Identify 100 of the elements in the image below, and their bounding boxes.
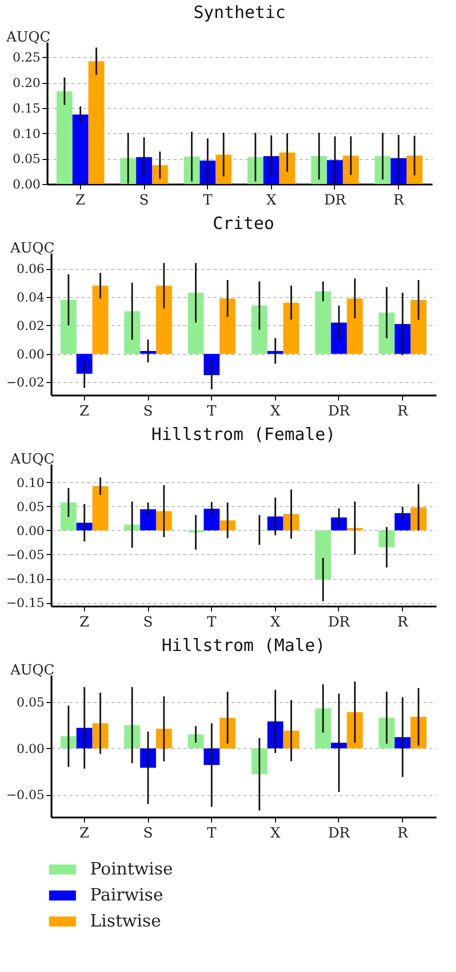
x-tick-label: R xyxy=(397,404,408,420)
bar xyxy=(390,158,407,184)
y-tick-label: 0.00 xyxy=(16,346,45,362)
bar xyxy=(76,728,92,748)
x-tick-label: T xyxy=(207,404,218,420)
bar xyxy=(394,324,411,354)
bar xyxy=(76,354,92,374)
y-tick-label: −0.02 xyxy=(6,374,44,390)
bar xyxy=(76,522,92,530)
x-tick-label: Z xyxy=(76,192,86,208)
bar xyxy=(331,322,347,354)
x-tick-label: S xyxy=(143,826,153,842)
bar xyxy=(331,517,347,530)
bar xyxy=(267,350,284,354)
y-tick-label: −0.05 xyxy=(6,546,44,562)
bar xyxy=(283,302,300,354)
x-tick-label: R xyxy=(393,192,404,208)
bar xyxy=(378,530,395,548)
bar xyxy=(152,165,168,184)
y-tick-label: 0.00 xyxy=(16,522,45,538)
bar xyxy=(247,157,264,184)
bar xyxy=(156,286,172,354)
bar xyxy=(188,292,204,354)
bar xyxy=(124,725,140,748)
y-tick-label: −0.15 xyxy=(6,595,44,610)
bar xyxy=(342,156,359,184)
legend-label: Listwise xyxy=(90,912,162,932)
legend-label: Pairwise xyxy=(90,886,164,906)
x-tick-label: S xyxy=(139,192,149,208)
chart-title: Hillstrom (Female) xyxy=(151,425,336,445)
bar xyxy=(267,516,284,530)
x-tick-label: X xyxy=(266,192,276,208)
y-tick-label: −0.05 xyxy=(6,787,44,802)
bar xyxy=(267,721,284,748)
bar xyxy=(406,156,422,184)
bar xyxy=(72,114,88,184)
bar xyxy=(60,300,76,354)
x-tick-label: DR xyxy=(328,614,350,630)
bar xyxy=(251,306,268,354)
bar xyxy=(88,61,104,184)
bar xyxy=(60,502,76,530)
bar xyxy=(216,154,232,184)
y-tick-label: 0.25 xyxy=(12,50,40,65)
chart-title: Synthetic xyxy=(193,3,286,23)
x-tick-label: R xyxy=(397,826,408,842)
y-tick-label: 0.15 xyxy=(12,100,40,116)
bar xyxy=(124,524,140,530)
y-axis-title: AUQC xyxy=(9,240,54,256)
bar xyxy=(410,300,426,354)
bar xyxy=(204,508,220,530)
bar xyxy=(204,354,220,376)
y-tick-label: 0.20 xyxy=(12,75,41,90)
bar xyxy=(92,286,108,354)
x-tick-label: DR xyxy=(328,404,350,420)
y-axis-title: AUQC xyxy=(9,452,54,468)
x-tick-label: Z xyxy=(80,614,90,630)
x-tick-label: T xyxy=(207,826,218,842)
y-tick-label: 0.00 xyxy=(16,740,45,756)
bar xyxy=(283,730,300,748)
x-tick-label: X xyxy=(270,826,280,842)
bar xyxy=(315,530,331,580)
bar xyxy=(315,291,331,354)
bar xyxy=(394,737,411,748)
bar xyxy=(220,718,236,748)
bar xyxy=(378,312,395,354)
bar xyxy=(188,734,204,748)
x-tick-label: R xyxy=(397,614,408,630)
y-tick-label: −0.10 xyxy=(6,571,45,586)
bar xyxy=(220,298,236,354)
y-axis-title: AUQC xyxy=(5,30,50,46)
x-tick-label: S xyxy=(143,614,153,630)
x-tick-label: DR xyxy=(324,192,346,208)
bar xyxy=(140,509,156,530)
x-tick-label: DR xyxy=(328,826,350,842)
bar xyxy=(394,513,411,530)
bar xyxy=(56,91,72,184)
bar xyxy=(315,708,331,748)
x-tick-label: S xyxy=(143,404,153,420)
bar xyxy=(346,712,363,748)
chart-title: Hillstrom (Male) xyxy=(162,636,326,656)
bar xyxy=(346,298,363,354)
x-tick-label: T xyxy=(207,614,218,630)
bar xyxy=(200,160,216,184)
y-tick-label: 0.00 xyxy=(12,176,41,192)
y-tick-label: 0.10 xyxy=(12,126,41,141)
bar xyxy=(120,158,136,184)
y-axis-title: AUQC xyxy=(9,662,54,678)
bar xyxy=(220,520,236,530)
y-tick-label: 0.10 xyxy=(16,474,45,490)
y-tick-label: 0.06 xyxy=(16,261,45,276)
bar xyxy=(92,723,108,748)
y-tick-label: 0.05 xyxy=(12,151,40,166)
x-tick-label: T xyxy=(203,192,214,208)
legend-label: Pointwise xyxy=(90,860,173,880)
y-tick-label: 0.04 xyxy=(16,290,45,305)
bar xyxy=(378,718,395,748)
y-tick-label: 0.05 xyxy=(16,498,44,514)
x-tick-label: X xyxy=(270,404,280,420)
chart-title: Criteo xyxy=(212,214,274,234)
bar xyxy=(204,748,220,766)
